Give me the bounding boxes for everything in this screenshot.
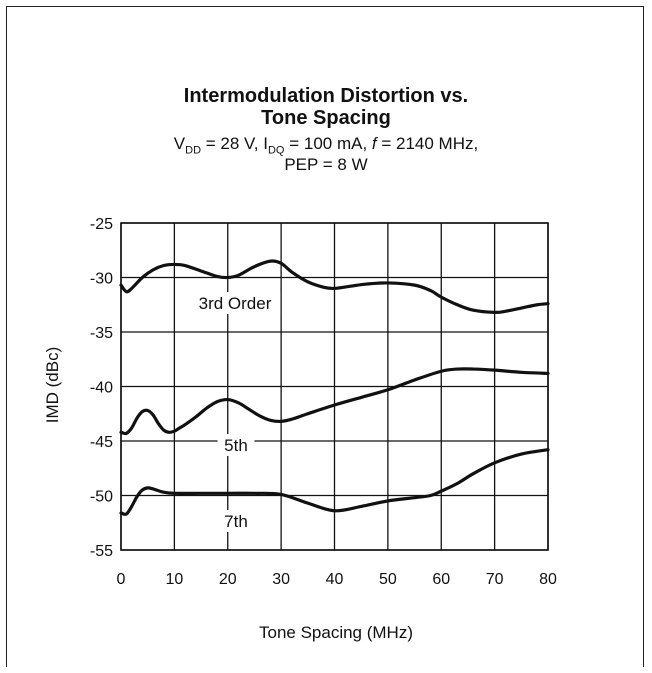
x-tick-label: 70: [486, 571, 504, 588]
series-label-5th: 5th: [224, 436, 248, 455]
vdd-symbol: V: [173, 134, 186, 153]
vdd-value: = 28 V, I: [201, 134, 268, 153]
plot-area-border: [120, 222, 549, 551]
x-axis-label: Tone Spacing (MHz): [259, 623, 413, 642]
series-label-7th: 7th: [224, 512, 248, 531]
x-tick-label: 80: [539, 571, 557, 588]
x-tick-label: 40: [326, 571, 344, 588]
idq-subscript: DQ: [267, 144, 285, 157]
x-tick-label: 0: [117, 571, 126, 588]
frequency-symbol: f: [371, 134, 377, 153]
x-tick-label: 10: [165, 571, 183, 588]
series-label-background: [217, 510, 255, 532]
x-tick-label: 30: [272, 571, 290, 588]
series-label-background: [217, 434, 255, 456]
chart-subtitle-line1: VDD = 28 V, IDQ = 100 mA, f = 2140 MHz,: [0, 134, 652, 160]
y-tick-label: -40: [90, 380, 113, 397]
series-label-3rd-order: 3rd Order: [199, 294, 272, 313]
x-tick-label: 60: [432, 571, 450, 588]
y-tick-label: -25: [90, 216, 113, 233]
series-3rd-order-line: [119, 259, 550, 315]
y-axis-label: IMD (dBc): [43, 347, 62, 424]
chart-subtitle-line2: PEP = 8 W: [284, 155, 368, 174]
chart-title-line1: Intermodulation Distortion vs.: [183, 85, 469, 107]
y-tick-label: -50: [90, 489, 113, 506]
idq-value: = 100 mA,: [284, 134, 372, 153]
x-tick-label: 20: [219, 571, 237, 588]
y-tick-label: -30: [90, 271, 113, 288]
vdd-subscript: DD: [185, 144, 202, 157]
frequency-value: = 2140 MHz,: [376, 134, 479, 153]
series-7th-line: [119, 448, 550, 516]
y-tick-label: -55: [90, 543, 113, 560]
y-tick-label: -45: [90, 434, 113, 451]
chart-frame: [6, 6, 644, 667]
chart-title-line2: Tone Spacing: [261, 107, 391, 129]
x-tick-label: 50: [379, 571, 397, 588]
series-label-background: [189, 292, 281, 314]
series-5th-line: [119, 367, 550, 436]
y-tick-label: -35: [90, 325, 113, 342]
